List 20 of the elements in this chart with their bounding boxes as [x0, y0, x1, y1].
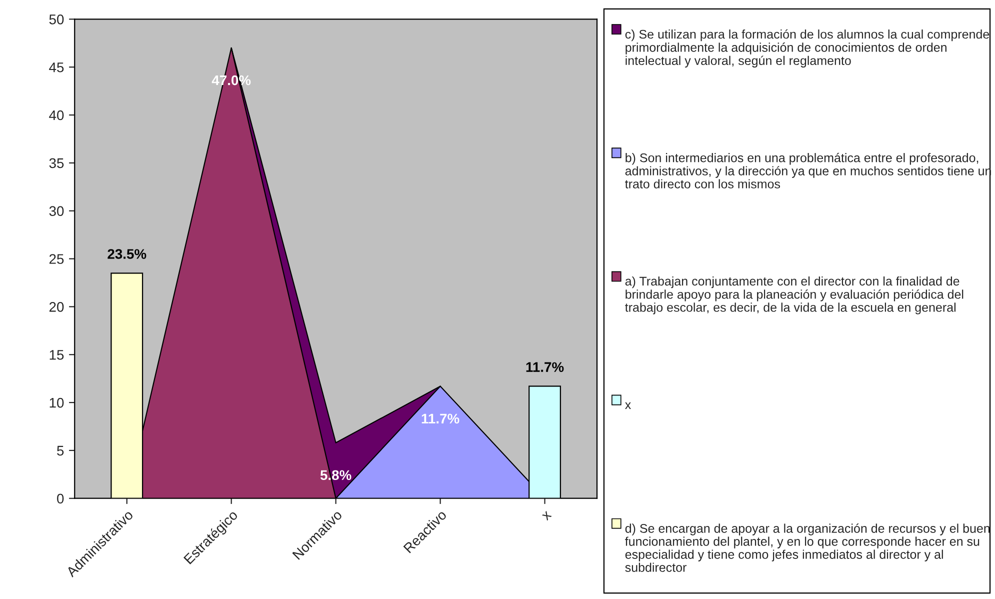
y-tick-label: 35: [49, 158, 64, 168]
legend-label: c) Se utilizan para la formación de los alumnos la cual comprende primordialmente la adquisición de conocimientos de orden intelectual y valoral, según el reglamento: [625, 29, 990, 68]
y-tick-label: 0: [57, 494, 64, 504]
legend-label: x: [625, 402, 631, 410]
data-label: 5.8%: [320, 470, 352, 480]
legend-label: a) Trabajan conjuntamente con el director con la finalidad de brindarle apoyo para la planeación y evaluación periódica del trabajo escolar, es decir, de la vida de la escuela en general: [625, 276, 964, 314]
y-tick-label: 5: [57, 446, 64, 456]
x-tick-label: x: [542, 510, 552, 521]
y-tick-label: 20: [49, 302, 64, 312]
y-tick-label: 45: [49, 62, 64, 72]
y-tick-label: 30: [49, 206, 64, 216]
data-label: 11.7%: [526, 362, 564, 372]
data-label: 23.5%: [108, 249, 146, 259]
y-tick-label: 15: [50, 350, 64, 360]
data-label: 11.7%: [422, 414, 460, 424]
y-tick-label: 40: [49, 110, 64, 120]
y-tick-label: 10: [50, 398, 64, 408]
y-tick-label: 25: [49, 254, 64, 264]
legend-label: d) Se encargan de apoyar a la organización de recursos y el buen funcionamiento del plantel, y en lo que corresponde hacer en su especialidad y tiene como jefes inmediatos al director y al subdirector: [625, 524, 990, 572]
y-tick-label: 50: [49, 14, 64, 24]
